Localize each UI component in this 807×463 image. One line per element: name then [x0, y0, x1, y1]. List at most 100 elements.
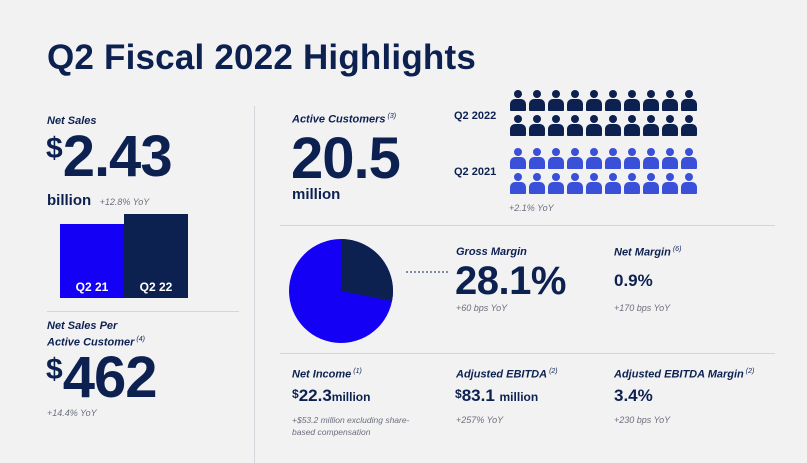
net-margin-label: Net Margin (6): [614, 246, 681, 259]
net-margin-yoy: +170 bps YoY: [614, 303, 671, 313]
person-icon: [680, 115, 697, 137]
person-icon: [509, 90, 526, 112]
person-icon: [661, 90, 678, 112]
person-icon: [585, 173, 602, 195]
divider: [280, 225, 775, 226]
person-icon: [566, 115, 583, 137]
pie-gross-margin-slice: [341, 239, 393, 302]
bar-label: Q2 22: [139, 280, 173, 294]
net-sales-unit: billion: [47, 192, 92, 209]
adj-ebitda-margin-value: 3.4%: [614, 386, 653, 405]
net-sales-bar-chart: Q2 21 Q2 22: [60, 214, 188, 298]
divider: [47, 311, 239, 312]
active-customers-number: 20.5: [291, 126, 401, 191]
person-icon: [509, 148, 526, 170]
adj-ebitda-value: $83.1 million: [455, 386, 538, 406]
person-icon: [680, 173, 697, 195]
sales-per-customer-currency: $: [46, 353, 63, 386]
person-icon: [604, 148, 621, 170]
net-sales-label: Net Sales: [47, 115, 97, 127]
person-icon: [547, 173, 564, 195]
customers-2021-row-2: [509, 173, 697, 195]
person-icon: [509, 115, 526, 137]
person-icon: [528, 115, 545, 137]
net-margin-value: 0.9%: [614, 271, 653, 290]
person-icon: [623, 115, 640, 137]
person-icon: [623, 173, 640, 195]
person-icon: [661, 173, 678, 195]
person-icon: [642, 148, 659, 170]
person-icon: [585, 148, 602, 170]
footnote: (6): [672, 246, 682, 253]
sales-per-customer-label-line1: Net Sales Per: [47, 320, 118, 332]
person-icon: [566, 90, 583, 112]
sales-per-customer-label: Net Sales Per Active Customer (4): [47, 320, 145, 350]
person-icon: [680, 90, 697, 112]
net-income-label-text: Net Income: [292, 368, 352, 381]
person-icon: [528, 90, 545, 112]
adj-ebitda-number: 83.1: [461, 386, 495, 405]
customers-2022-row-2: [509, 115, 697, 137]
customers-2021-row-1: [509, 148, 697, 170]
footnote: (1): [353, 368, 362, 375]
row-label-2021: Q2 2021: [454, 166, 497, 178]
net-sales-yoy: +12.8% YoY: [99, 197, 150, 207]
net-income-note-line2: based compensation: [292, 427, 371, 437]
gross-margin-label: Gross Margin: [456, 246, 527, 258]
gross-margin-value: 28.1%: [455, 259, 566, 303]
person-icon: [642, 115, 659, 137]
net-income-note: +$53.2 million excluding share- based co…: [292, 414, 409, 438]
net-sales-unit-row: billion +12.8% YoY: [47, 192, 149, 210]
person-icon: [566, 173, 583, 195]
net-income-currency: $: [292, 387, 299, 401]
divider: [280, 353, 775, 354]
person-icon: [623, 148, 640, 170]
person-icon: [585, 115, 602, 137]
adj-ebitda-currency: $: [455, 387, 462, 401]
adj-ebitda-label: Adjusted EBITDA (2): [456, 368, 558, 381]
person-icon: [585, 90, 602, 112]
adj-ebitda-yoy: +257% YoY: [456, 415, 504, 425]
active-customers-unit: million: [292, 186, 341, 203]
adj-ebitda-unit: million: [499, 390, 539, 404]
gross-margin-pie-chart: [289, 239, 393, 343]
adj-ebitda-margin-label: Adjusted EBITDA Margin (2): [614, 368, 754, 381]
person-icon: [566, 148, 583, 170]
person-icon: [661, 115, 678, 137]
adj-ebitda-margin-label-text: Adjusted EBITDA Margin: [614, 368, 744, 381]
bar-q2-22: Q2 22: [124, 214, 188, 298]
person-icon: [604, 90, 621, 112]
active-customers-label: Active Customers (3): [292, 113, 396, 126]
bar-q2-21: Q2 21: [60, 224, 124, 298]
net-sales-value: $2.43: [46, 128, 173, 186]
person-icon: [604, 115, 621, 137]
footnote: (2): [745, 368, 755, 375]
footnote: (2): [549, 368, 558, 375]
sales-per-customer-yoy: +14.4% YoY: [47, 408, 97, 418]
net-sales-currency: $: [46, 132, 63, 165]
footnote: (4): [136, 336, 145, 343]
person-icon: [547, 115, 564, 137]
net-sales-number: 2.43: [62, 124, 173, 189]
person-icon: [604, 173, 621, 195]
person-icon: [547, 148, 564, 170]
sales-per-customer-number: 462: [62, 345, 158, 410]
person-icon: [661, 148, 678, 170]
sales-per-customer-label-line2: Active Customer: [47, 336, 135, 349]
footnote: (3): [387, 113, 397, 120]
person-icon: [642, 173, 659, 195]
net-income-note-line1: +$53.2 million excluding share-: [292, 415, 410, 425]
leader-line: [406, 271, 448, 273]
page-title: Q2 Fiscal 2022 Highlights: [47, 38, 477, 77]
adj-ebitda-label-text: Adjusted EBITDA: [456, 368, 548, 381]
bar-label: Q2 21: [75, 280, 109, 294]
person-icon: [680, 148, 697, 170]
net-margin-label-text: Net Margin: [614, 246, 671, 259]
person-icon: [528, 148, 545, 170]
net-income-label: Net Income (1): [292, 368, 362, 381]
person-icon: [547, 90, 564, 112]
net-income-number: 22.3: [298, 386, 332, 405]
gross-margin-yoy: +60 bps YoY: [456, 303, 508, 313]
active-customers-yoy: +2.1% YoY: [509, 203, 554, 213]
person-icon: [528, 173, 545, 195]
